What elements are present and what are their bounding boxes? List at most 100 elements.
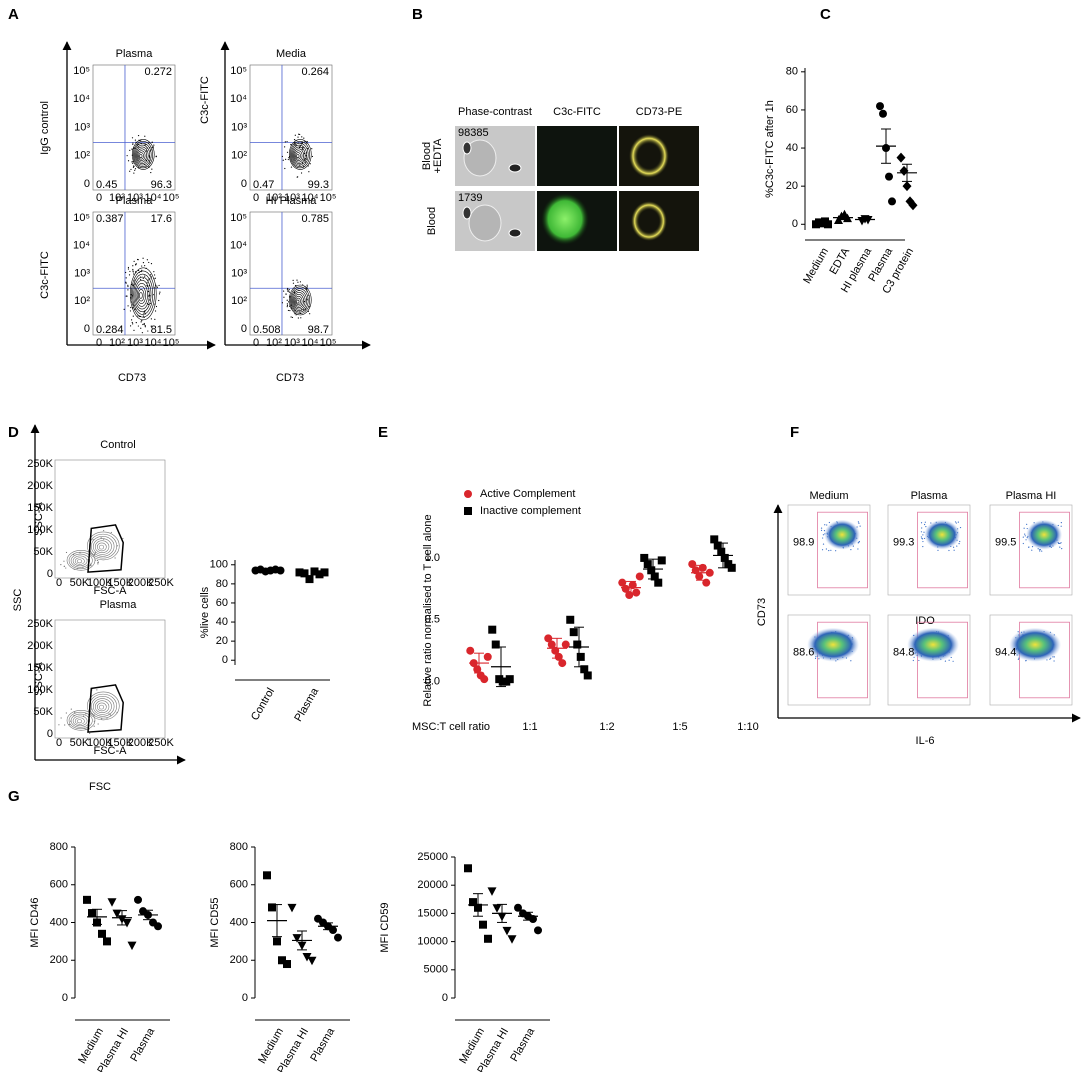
contour	[92, 698, 112, 715]
gate-value: 99.3	[893, 537, 914, 549]
event-dot	[64, 724, 66, 726]
contour	[293, 294, 304, 308]
event-dot	[1041, 550, 1043, 552]
event-dot	[140, 327, 142, 329]
point	[502, 926, 512, 936]
plot-axis-label: SSC-A	[33, 502, 45, 536]
gate	[87, 684, 124, 733]
event-dot	[144, 325, 146, 327]
point	[154, 922, 162, 931]
event-dot	[132, 268, 134, 271]
y-tick-label: 1.0	[425, 552, 440, 564]
event-dot	[1053, 656, 1055, 658]
event-dot	[1059, 542, 1061, 545]
event-dot	[918, 659, 920, 662]
axis-tick: 10⁵	[320, 192, 337, 204]
axis-tick: 10³	[127, 337, 143, 349]
cell	[508, 163, 522, 173]
event-dot	[144, 135, 146, 137]
event-dot	[286, 303, 288, 305]
event-dot	[147, 279, 149, 281]
event-dot	[948, 659, 950, 661]
point	[885, 172, 893, 181]
axis-tick: 10⁴	[230, 240, 247, 252]
event-dot	[1028, 546, 1030, 548]
event-dot	[134, 139, 137, 141]
event-dot	[287, 309, 290, 312]
contour	[291, 144, 307, 166]
contour	[290, 142, 309, 167]
x-tick-label: Medium	[801, 246, 831, 286]
event-dot	[74, 711, 76, 713]
contour	[72, 715, 88, 727]
event-dot	[288, 289, 290, 291]
event-dot	[292, 279, 294, 281]
plot-title: HI Plasma	[266, 195, 318, 207]
event-dot	[287, 301, 290, 303]
contour	[76, 719, 83, 724]
event-dot	[155, 305, 158, 308]
event-dot	[850, 660, 852, 662]
fitc-image	[537, 126, 617, 186]
event-dot	[913, 656, 915, 658]
plot-frame	[787, 614, 871, 706]
event-dot	[151, 168, 153, 170]
y-axis-label: MFI CD46	[29, 897, 41, 947]
event-dot	[822, 543, 825, 545]
event-dot	[156, 287, 158, 289]
quadrant-value: 0.272	[144, 66, 172, 78]
event-dot	[297, 281, 299, 283]
event-dot	[290, 144, 292, 146]
event-dot	[296, 176, 298, 178]
event-dot	[1022, 536, 1024, 538]
event-dot	[137, 315, 139, 317]
y-axis-label: %C3c-FITC after 1h	[764, 100, 776, 198]
axis-tick: 200K	[128, 737, 154, 749]
y-tick-label: 20	[786, 180, 798, 192]
event-dot	[125, 281, 127, 283]
event-dot	[311, 155, 314, 158]
density	[1026, 519, 1063, 550]
event-dot	[127, 160, 130, 162]
event-dot	[65, 712, 67, 714]
point	[103, 937, 111, 946]
x-tick-label: Plasma	[508, 1025, 537, 1064]
point	[479, 920, 487, 929]
event-dot	[132, 166, 135, 168]
event-dot	[281, 302, 283, 304]
event-dot	[156, 285, 158, 287]
axis-tick: 0	[84, 178, 90, 190]
event-dot	[828, 521, 830, 524]
x-tick-label: Plasma	[308, 1025, 337, 1064]
axis-label: FSC	[89, 781, 111, 793]
point	[107, 898, 117, 907]
y-tick-label: 600	[230, 879, 248, 891]
event-dot	[127, 268, 130, 270]
y-axis-label: MFI CD55	[209, 897, 221, 947]
contour	[295, 297, 301, 306]
event-dot	[141, 319, 143, 322]
point	[888, 197, 896, 206]
point	[695, 572, 704, 581]
event-dot	[153, 274, 156, 276]
event-dot	[300, 317, 302, 319]
y-tick-label: 0	[62, 992, 68, 1004]
gate	[1019, 621, 1070, 699]
event-dot	[305, 287, 307, 289]
contour	[133, 142, 152, 167]
axis-tick: 10³	[74, 267, 90, 279]
axis-tick: 10⁴	[145, 337, 162, 349]
point	[896, 152, 906, 163]
event-dot	[920, 522, 923, 524]
quadrant-value: 0.387	[96, 213, 124, 225]
contour	[87, 531, 120, 561]
point	[283, 960, 291, 969]
y-axis-label: MFI CD59	[379, 902, 391, 952]
quadrant-value: 0.785	[301, 213, 329, 225]
point	[583, 671, 592, 680]
axis-tick: 250K	[148, 577, 174, 589]
axis-tick: 250K	[27, 618, 53, 630]
contour	[133, 276, 152, 313]
event-dot	[282, 159, 284, 161]
event-dot	[1061, 547, 1063, 550]
